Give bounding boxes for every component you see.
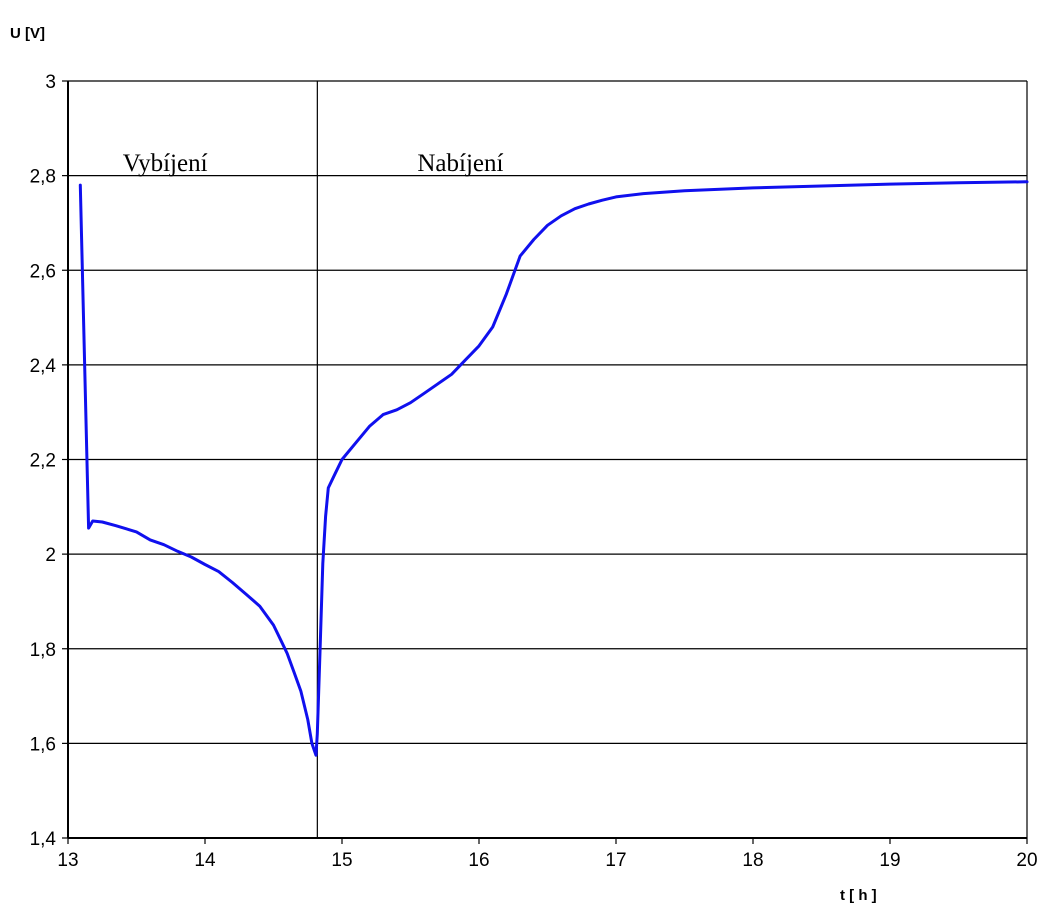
voltage-series-line	[78, 180, 1029, 757]
x-tick-label-7: 20	[1016, 850, 1037, 871]
y-tick-label-6: 2,6	[30, 261, 56, 282]
x-tick-label-0: 13	[57, 850, 78, 871]
y-axis-title: U [V]	[10, 25, 45, 42]
x-tick-label-3: 16	[468, 850, 489, 871]
y-tick-label-4: 2,2	[30, 451, 56, 472]
y-tick-label-2: 1,8	[30, 640, 56, 661]
x-tick-labels: 13 14 15 16 17 18 19 20	[57, 838, 1038, 871]
y-tick-label-8: 3	[45, 72, 56, 93]
y-tick-label-3: 2	[45, 545, 56, 566]
x-axis-title: t [ h ]	[840, 887, 877, 904]
x-tick-label-1: 14	[194, 850, 216, 871]
y-tick-label-1: 1,6	[30, 734, 56, 755]
x-tick-label-2: 15	[331, 850, 352, 871]
y-tick-label-5: 2,4	[30, 356, 57, 377]
x-tick-label-4: 17	[605, 850, 626, 871]
x-tick-label-6: 19	[879, 850, 900, 871]
y-tick-label-7: 2,8	[30, 167, 56, 188]
gridlines	[68, 80, 1027, 744]
x-tick-label-5: 18	[742, 850, 763, 871]
annotation-charge: Nabíjení	[417, 150, 503, 177]
annotation-discharge: Vybíjení	[123, 150, 208, 177]
y-tick-labels: 1,4 1,6 1,8 2 2,2 2,4 2,6 2,8 3	[30, 72, 68, 850]
y-tick-label-0: 1,4	[30, 829, 57, 850]
